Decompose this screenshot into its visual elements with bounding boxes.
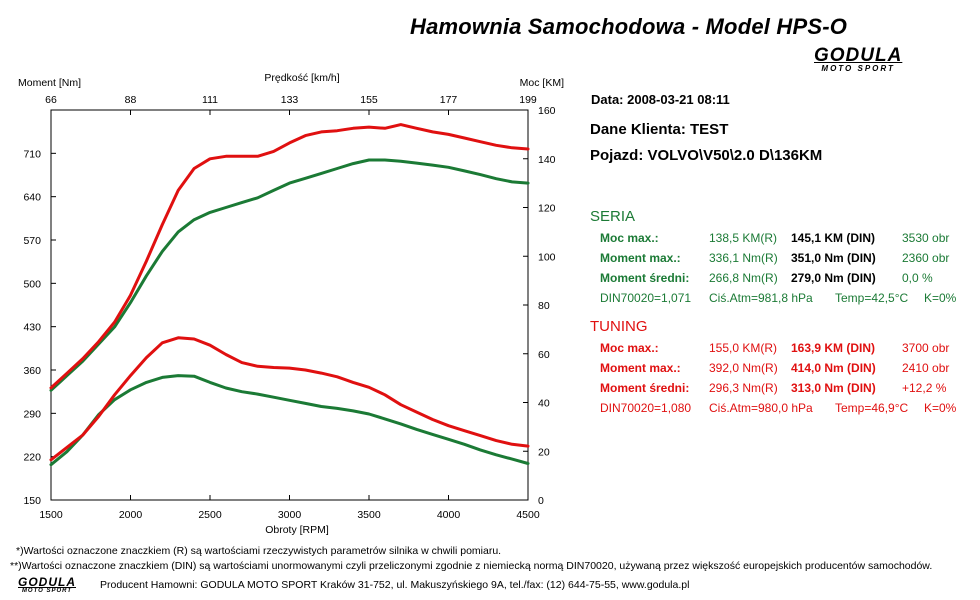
tuning-torque-curve — [49, 336, 530, 462]
test-date: Data: 2008-03-21 08:11 — [591, 92, 730, 107]
top-tick-label: 88 — [125, 94, 137, 106]
tuning-power-curve — [49, 123, 530, 390]
tuning-temp: Temp=46,9°C — [835, 401, 909, 415]
footnote-din: **)Wartości oznaczone znaczkiem (DIN) są… — [10, 560, 933, 572]
seria-power-din: 145,1 KM (DIN) — [791, 231, 876, 245]
footer-logo-word: GODULA — [18, 575, 76, 589]
right-tick-label: 160 — [538, 105, 556, 117]
client-name: Dane Klienta: TEST — [590, 121, 729, 138]
right-tick-label: 80 — [538, 300, 550, 312]
seria-k: K=0% — [924, 291, 957, 305]
x-tick-label: 4500 — [516, 509, 540, 521]
seria-table: Moc max.: 138,5 KM(R) 145,1 KM (DIN) 353… — [600, 231, 970, 311]
tuning-power-r: 155,0 KM(R) — [709, 341, 778, 355]
x-tick-label: 2000 — [119, 509, 143, 521]
logo-word: GODULA — [814, 45, 903, 66]
logo-sub: MOTO SPORT — [821, 64, 895, 73]
tuning-k: K=0% — [924, 401, 957, 415]
seria-avg-din: 279,0 Nm (DIN) — [791, 271, 876, 285]
left-tick-label: 430 — [23, 322, 41, 334]
top-tick-label: 199 — [519, 94, 537, 106]
right-axis-label: Moc [KM] — [520, 77, 564, 89]
tuning-din-factor: DIN70020=1,080 — [600, 401, 692, 415]
x-tick-label: 3000 — [278, 509, 302, 521]
seria-pressure: Ciś.Atm=981,8 hPa — [709, 291, 813, 305]
dyno-chart: Moment [Nm] Prędkość [km/h] Moc [KM] Obr… — [18, 72, 564, 536]
left-tick-label: 710 — [23, 148, 41, 160]
vehicle-name: Pojazd: VOLVO\V50\2.0 D\136KM — [590, 147, 823, 164]
tuning-avg-din: 313,0 Nm (DIN) — [791, 381, 876, 395]
curves — [49, 123, 530, 467]
top-axis-label: Prędkość [km/h] — [264, 72, 339, 84]
tuning-power-din: 163,9 KM (DIN) — [791, 341, 876, 355]
x-tick-label: 2500 — [198, 509, 222, 521]
left-axis-label: Moment [Nm] — [18, 77, 81, 89]
seria-power-curve — [49, 158, 530, 392]
x-tick-label: 3500 — [357, 509, 381, 521]
right-tick-label: 140 — [538, 154, 556, 166]
seria-power-rpm: 3530 obr — [902, 231, 950, 245]
x-tick-label: 4000 — [437, 509, 461, 521]
seria-heading: SERIA — [590, 208, 636, 225]
left-tick-label: 220 — [23, 452, 41, 464]
right-tick-label: 120 — [538, 203, 556, 215]
seria-torque-curve — [49, 374, 530, 467]
dyno-title: Hamownia Samochodowa - Model HPS-O — [410, 14, 848, 39]
seria-temp: Temp=42,5°C — [835, 291, 909, 305]
right-tick-label: 0 — [538, 495, 544, 507]
tuning-torque-r: 392,0 Nm(R) — [709, 361, 778, 375]
tuning-torque-label: Moment max.: — [600, 361, 681, 375]
seria-power-r: 138,5 KM(R) — [709, 231, 778, 245]
top-tick-label: 66 — [45, 94, 57, 106]
seria-din-factor: DIN70020=1,071 — [600, 291, 692, 305]
top-tick-label: 177 — [440, 94, 458, 106]
seria-torque-rpm: 2360 obr — [902, 251, 950, 265]
tuning-avg-r: 296,3 Nm(R) — [709, 381, 778, 395]
godula-logo: GODULA MOTO SPORT — [814, 46, 902, 73]
seria-power-label: Moc max.: — [600, 231, 659, 245]
left-tick-label: 290 — [23, 408, 41, 420]
top-tick-label: 133 — [281, 94, 299, 106]
seria-avg-pct: 0,0 % — [902, 271, 933, 285]
left-tick-label: 570 — [23, 235, 41, 247]
left-tick-label: 500 — [23, 278, 41, 290]
left-tick-label: 360 — [23, 365, 41, 377]
tuning-pressure: Ciś.Atm=980,0 hPa — [709, 401, 813, 415]
tuning-heading: TUNING — [590, 318, 648, 335]
tuning-avg-pct: +12,2 % — [902, 381, 947, 395]
left-tick-label: 150 — [23, 495, 41, 507]
tuning-table: Moc max.: 155,0 KM(R) 163,9 KM (DIN) 370… — [600, 341, 970, 421]
tuning-power-label: Moc max.: — [600, 341, 659, 355]
x-tick-label: 1500 — [39, 509, 63, 521]
seria-torque-label: Moment max.: — [600, 251, 681, 265]
top-tick-label: 111 — [202, 94, 218, 106]
producer-info: Producent Hamowni: GODULA MOTO SPORT Kra… — [100, 579, 690, 591]
right-tick-label: 20 — [538, 446, 550, 458]
x-axis-label: Obroty [RPM] — [265, 524, 329, 536]
right-tick-label: 40 — [538, 398, 550, 410]
seria-avg-label: Moment średni: — [600, 271, 690, 285]
seria-torque-din: 351,0 Nm (DIN) — [791, 251, 876, 265]
top-tick-label: 155 — [360, 94, 378, 106]
right-tick-label: 100 — [538, 251, 556, 263]
tuning-torque-rpm: 2410 obr — [902, 361, 950, 375]
footnote-r: *)Wartości oznaczone znaczkiem (R) są wa… — [16, 545, 502, 557]
left-tick-label: 640 — [23, 192, 41, 204]
seria-avg-r: 266,8 Nm(R) — [709, 271, 778, 285]
tuning-torque-din: 414,0 Nm (DIN) — [791, 361, 876, 375]
tuning-avg-label: Moment średni: — [600, 381, 690, 395]
right-tick-label: 60 — [538, 349, 550, 361]
footer-logo-sub: MOTO SPORT — [21, 588, 73, 594]
godula-footer-logo: GODULA MOTO SPORT — [18, 576, 76, 594]
seria-torque-r: 336,1 Nm(R) — [709, 251, 778, 265]
tuning-power-rpm: 3700 obr — [902, 341, 950, 355]
